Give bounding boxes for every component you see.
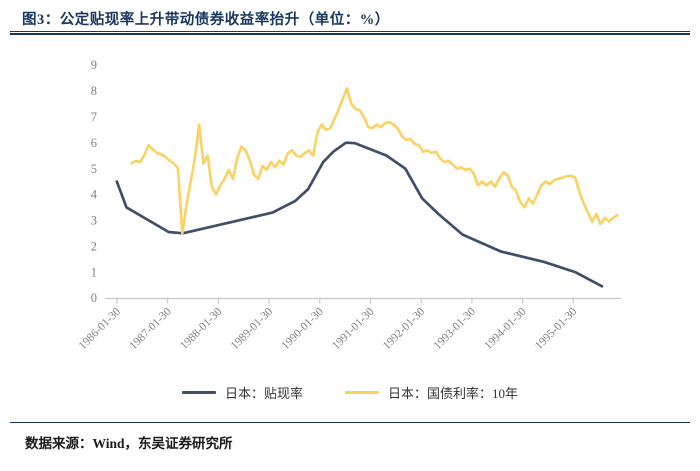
legend-item-jgb-10y: 日本：国债利率：10年 bbox=[345, 383, 518, 402]
series-jgb-10y-line bbox=[130, 87, 619, 235]
footer-divider bbox=[10, 422, 690, 423]
x-axis-label: 1987-01-30 bbox=[127, 305, 174, 352]
y-axis-label: 7 bbox=[91, 110, 97, 124]
figure-title: 图3：公定贴现率上升带动债券收益率抬升（单位：%） bbox=[22, 12, 390, 28]
y-axis-label: 1 bbox=[91, 265, 97, 279]
x-axis-label: 1991-01-30 bbox=[330, 305, 377, 352]
y-axis-label: 9 bbox=[91, 58, 97, 72]
x-axis-label: 1990-01-30 bbox=[279, 305, 326, 352]
legend-line-swatch-jgb-10y bbox=[345, 391, 379, 394]
chart-legend: 日本：贴现率 日本：国债利率：10年 bbox=[0, 383, 700, 402]
y-axis-label: 4 bbox=[91, 188, 98, 202]
data-source: 数据来源：Wind，东吴证券研究所 bbox=[25, 436, 233, 451]
y-axis-label: 8 bbox=[91, 84, 97, 98]
title-divider bbox=[10, 31, 690, 35]
x-axis-label: 1992-01-30 bbox=[381, 305, 428, 352]
y-axis-label: 0 bbox=[91, 291, 97, 305]
x-axis-label: 1995-01-30 bbox=[533, 305, 580, 352]
y-axis-label: 5 bbox=[91, 162, 97, 176]
y-axis-label: 3 bbox=[91, 214, 97, 228]
x-axis-label: 1994-01-30 bbox=[482, 305, 529, 352]
x-axis-label: 1988-01-30 bbox=[178, 305, 225, 352]
legend-item-discount-rate: 日本：贴现率 bbox=[181, 383, 303, 402]
x-axis-label: 1993-01-30 bbox=[432, 305, 479, 352]
series-discount-rate-line bbox=[115, 141, 604, 288]
x-axis-label: 1989-01-30 bbox=[229, 305, 276, 352]
legend-label-discount-rate: 日本：贴现率 bbox=[224, 386, 303, 401]
line-chart: 1986-01-30 1987-01-30 1988-01-30 1989-01-30… bbox=[77, 58, 621, 352]
legend-line-swatch-discount-rate bbox=[181, 391, 216, 394]
y-axis-label: 6 bbox=[91, 136, 97, 150]
legend-label-jgb-10y: 日本：国债利率：10年 bbox=[388, 386, 519, 401]
x-axis-label: 1986-01-30 bbox=[77, 305, 124, 352]
y-axis-label: 2 bbox=[91, 239, 97, 253]
